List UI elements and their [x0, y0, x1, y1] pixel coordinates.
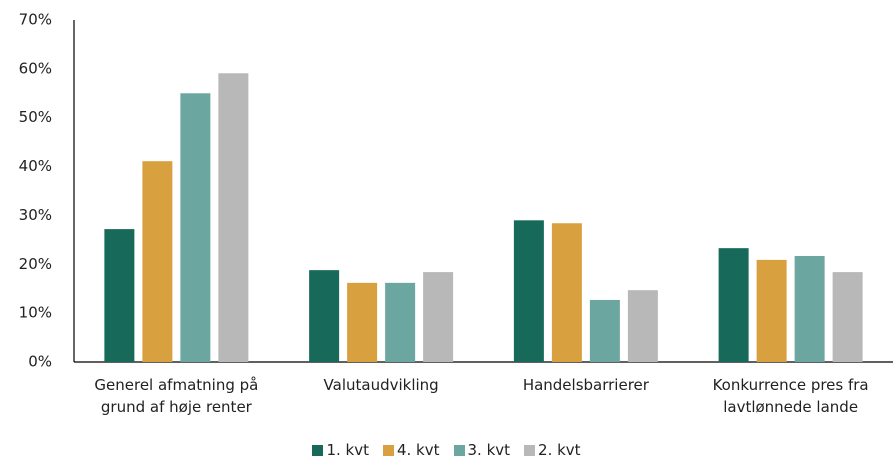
bar	[309, 270, 340, 362]
legend-swatch	[453, 444, 465, 456]
legend-item: 3. kvt	[453, 441, 511, 459]
y-tick-label: 60%	[19, 59, 52, 77]
bar	[513, 220, 544, 362]
y-tick-label: 10%	[19, 304, 52, 322]
bar	[718, 248, 749, 362]
legend-swatch	[312, 444, 324, 456]
y-tick-label: 30%	[19, 206, 52, 224]
legend-item: 4. kvt	[382, 441, 440, 459]
bar	[142, 161, 173, 362]
bar	[589, 299, 620, 362]
legend-label: 1. kvt	[326, 441, 369, 459]
legend: 1. kvt 4. kvt 3. kvt 2. kvt	[0, 441, 893, 459]
x-tick-label: Valutaudvikling	[323, 376, 439, 394]
y-tick-label: 20%	[19, 255, 52, 273]
bar	[385, 282, 416, 362]
legend-item: 1. kvt	[312, 441, 369, 459]
bar	[423, 272, 454, 362]
x-tick-label: Generel afmatning på grund af høje rente…	[94, 376, 259, 416]
bar	[551, 223, 582, 362]
legend-swatch	[524, 444, 536, 456]
y-tick-label: 50%	[19, 108, 52, 126]
bar	[104, 229, 135, 362]
bar	[627, 290, 658, 362]
bar	[347, 282, 378, 362]
y-tick-label: 0%	[28, 353, 52, 371]
legend-label: 3. kvt	[467, 441, 511, 459]
bar	[756, 259, 787, 362]
y-tick-label: 70%	[19, 11, 52, 29]
bar	[218, 73, 249, 363]
bar	[794, 255, 825, 362]
x-tick-label: Konkurrence pres fra lavtlønnede lande	[712, 376, 869, 416]
y-tick-label: 40%	[19, 157, 52, 175]
legend-label: 2. kvt	[538, 441, 581, 459]
legend-swatch	[382, 444, 394, 456]
legend-label: 4. kvt	[396, 441, 440, 459]
bar	[180, 93, 211, 363]
x-tick-label: Handelsbarrierer	[522, 376, 649, 394]
bar	[832, 272, 863, 362]
legend-item: 2. kvt	[524, 441, 581, 459]
